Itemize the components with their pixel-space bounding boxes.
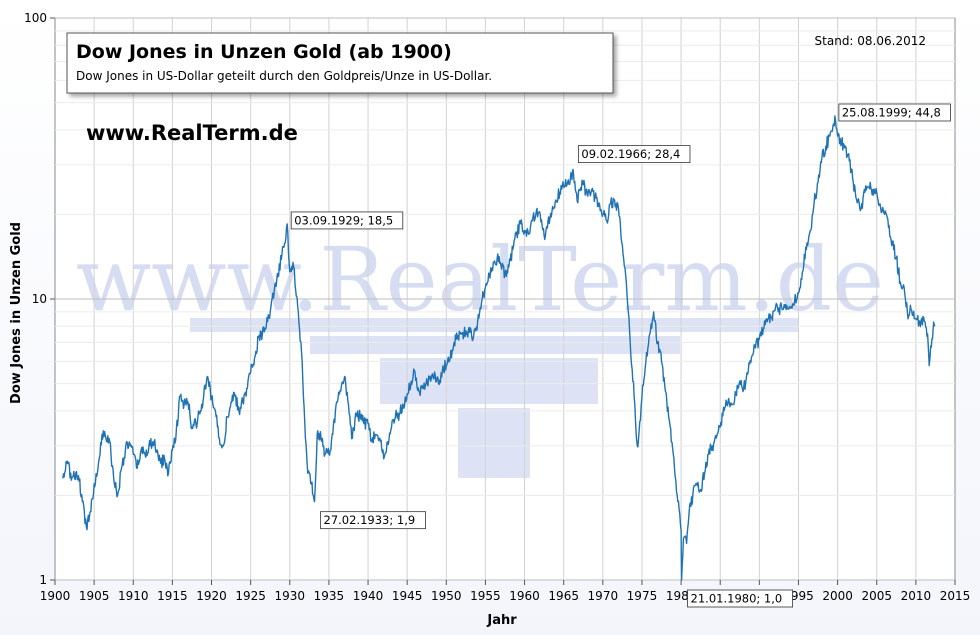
watermark: www.RealTerm.de bbox=[76, 228, 884, 478]
annotation-box bbox=[838, 103, 951, 122]
y-axis-title: Dow Jones in Unzen Gold bbox=[9, 222, 24, 404]
x-tick-label: 1975 bbox=[627, 589, 658, 603]
brand-text: www.RealTerm.de bbox=[86, 121, 298, 145]
annotation-box bbox=[687, 589, 793, 608]
x-tick-label: 2015 bbox=[940, 589, 971, 603]
annotation-label: 09.02.1966; 28,4 bbox=[581, 147, 680, 161]
x-tick-label: 1905 bbox=[79, 589, 110, 603]
annotation: 09.02.1966; 28,4 bbox=[577, 145, 691, 164]
x-tick-label: 1965 bbox=[548, 589, 579, 603]
stand-date: Stand: 08.06.2012 bbox=[815, 34, 926, 48]
grid bbox=[55, 17, 955, 581]
watermark-bar-1 bbox=[190, 318, 798, 332]
x-tick-label: 2000 bbox=[822, 589, 853, 603]
chart-subtitle: Dow Jones in US-Dollar geteilt durch den… bbox=[76, 69, 492, 83]
x-tick-label: 1910 bbox=[118, 589, 149, 603]
chart-title: Dow Jones in Unzen Gold (ab 1900) bbox=[76, 41, 452, 63]
x-tick-label: 1915 bbox=[157, 589, 188, 603]
x-tick-label: 2005 bbox=[861, 589, 892, 603]
x-tick-label: 1945 bbox=[392, 589, 423, 603]
x-tick-label: 1950 bbox=[431, 589, 462, 603]
x-axis-title: Jahr bbox=[486, 613, 517, 628]
annotation-box bbox=[290, 211, 404, 230]
y-tick-label: 1 bbox=[39, 573, 47, 587]
watermark-bar-2 bbox=[310, 336, 680, 354]
x-tick-label: 1970 bbox=[588, 589, 619, 603]
x-tick-label: 1920 bbox=[196, 589, 227, 603]
x-axis-ticks: 1900 1905 1910 1915 1920 1925 1930 1935 1940 1945… bbox=[40, 580, 971, 603]
title-box: Dow Jones in Unzen Gold (ab 1900) Dow Jo… bbox=[66, 32, 614, 94]
annotation-label: 27.02.1933; 1,9 bbox=[324, 513, 416, 527]
annotation-label: 25.08.1999; 44,8 bbox=[842, 105, 941, 119]
title-box-frame bbox=[66, 32, 614, 94]
x-tick-label: 1960 bbox=[509, 589, 540, 603]
y-axis-ticks: 1 10 100 bbox=[24, 11, 55, 587]
annotation-label: 21.01.1980; 1,0 bbox=[691, 592, 783, 606]
watermark-bar-4 bbox=[458, 408, 530, 478]
y-tick-label: 100 bbox=[24, 11, 47, 25]
annotation: 03.09.1929; 18,5 bbox=[290, 211, 404, 230]
x-tick-label: 1940 bbox=[353, 589, 384, 603]
x-tick-label: 2010 bbox=[901, 589, 932, 603]
series-line bbox=[62, 115, 936, 581]
x-tick-label: 1900 bbox=[40, 589, 71, 603]
x-tick-label: 1955 bbox=[470, 589, 501, 603]
x-tick-label: 1935 bbox=[314, 589, 345, 603]
annotation: 27.02.1933; 1,9 bbox=[320, 511, 426, 530]
watermark-text: www.RealTerm.de bbox=[76, 228, 884, 331]
x-tick-label: 1930 bbox=[275, 589, 306, 603]
annotation: 25.08.1999; 44,8 bbox=[838, 103, 951, 122]
x-tick-label: 1925 bbox=[235, 589, 266, 603]
y-tick-label: 10 bbox=[32, 292, 47, 306]
annotation-label: 03.09.1929; 18,5 bbox=[294, 213, 393, 227]
annotation-box bbox=[577, 145, 691, 164]
annotation-box bbox=[320, 511, 426, 530]
annotations: 03.09.1929; 18,5 27.02.1933; 1,9 09.02.196… bbox=[290, 103, 951, 608]
annotation: 21.01.1980; 1,0 bbox=[687, 589, 793, 608]
